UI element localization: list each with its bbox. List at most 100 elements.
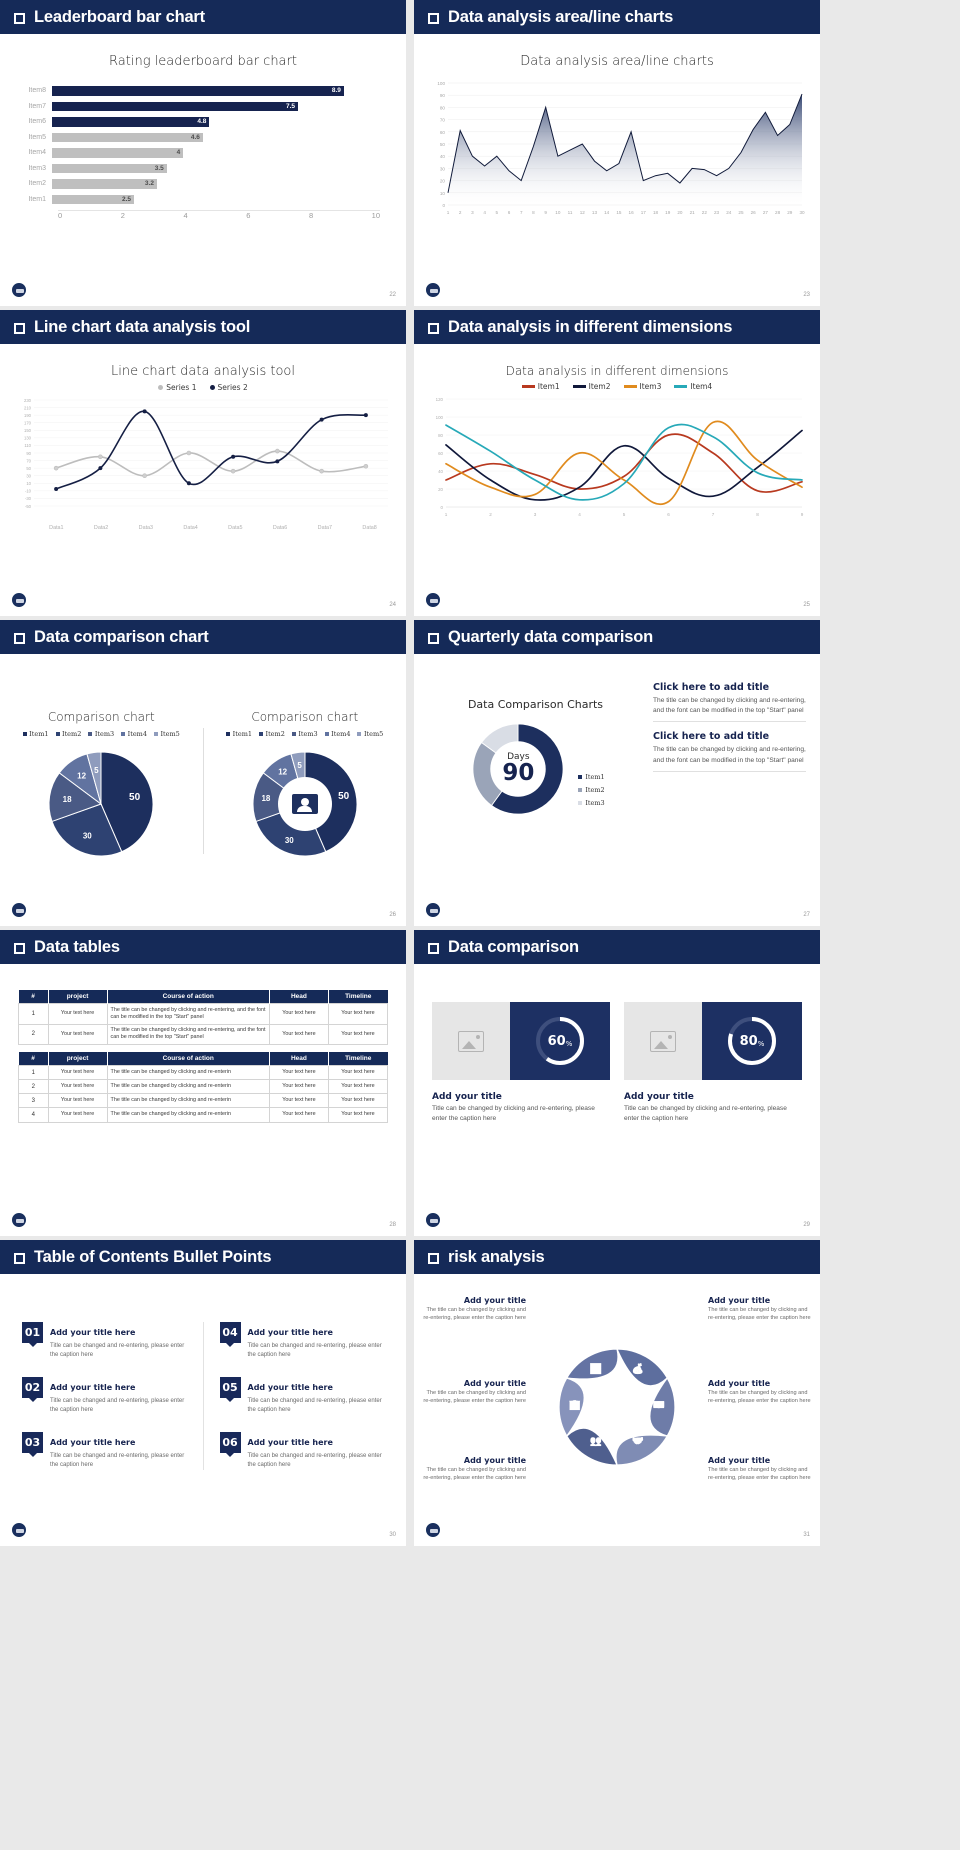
percent-symbol: %	[757, 1039, 765, 1048]
card-title[interactable]: Add your title	[624, 1092, 694, 1102]
legend-item[interactable]: Item2	[572, 382, 611, 391]
legend-item[interactable]: Item3	[291, 730, 318, 738]
legend-item[interactable]: Item3	[88, 730, 114, 738]
slide-area-line-charts[interactable]: Data analysis area/line charts Data anal…	[414, 0, 820, 306]
cell-head[interactable]: Your text here	[268, 1107, 329, 1123]
bar-row: Item3 3.5	[10, 161, 380, 177]
cell-head[interactable]: Your text here	[268, 1003, 329, 1025]
legend-item[interactable]: Item4	[324, 730, 350, 738]
cell-timeline[interactable]: Your text here	[327, 1003, 389, 1025]
cell-course[interactable]: The title can be changed by clicking and…	[106, 1079, 270, 1095]
cell-timeline[interactable]: Your text here	[327, 1107, 389, 1123]
toc-column-left: 01 Add your title here Title can be chang…	[22, 1322, 187, 1470]
logo-badge	[426, 1523, 440, 1537]
bar-track: 4	[52, 145, 380, 161]
slide-quarterly-comparison[interactable]: Quarterly data comparison Data Compariso…	[414, 620, 820, 926]
block-text[interactable]: The title can be changed by clicking and…	[653, 696, 806, 723]
svg-text:23: 23	[714, 210, 720, 215]
toc-number: 05	[219, 1377, 241, 1398]
legend-item[interactable]: Item1	[22, 730, 49, 738]
image-placeholder[interactable]	[432, 1002, 510, 1080]
slide-data-comparison-rings[interactable]: Data comparison	[414, 930, 820, 1236]
cell-course[interactable]: The title can be changed by clicking and…	[106, 1023, 270, 1046]
cell-timeline[interactable]: Your text here	[327, 1079, 389, 1095]
table-row[interactable]: 2 Your text here The title can be change…	[18, 1023, 389, 1046]
table-row[interactable]: 4 Your text here The title can be change…	[18, 1107, 389, 1123]
cell-course[interactable]: The title can be changed by clicking and…	[106, 1093, 270, 1109]
square-bullet-icon	[428, 632, 439, 644]
legend-item[interactable]: Item2	[55, 730, 81, 738]
risk-label[interactable]: Add your title The title can be changed …	[708, 1456, 812, 1483]
cell-head[interactable]: Your text here	[268, 1065, 329, 1081]
cell-project[interactable]: Your text here	[47, 1093, 108, 1109]
legend-item[interactable]: Series 2	[209, 383, 248, 392]
slide-data-tables[interactable]: Data tables # project Course of action H…	[0, 930, 406, 1236]
table-row[interactable]: 1 Your text here The title can be change…	[18, 1003, 389, 1025]
table-row[interactable]: 1 Your text here The title can be change…	[18, 1065, 389, 1081]
legend-item[interactable]: Item4	[674, 382, 712, 391]
block-text[interactable]: The title can be changed by clicking and…	[653, 745, 806, 772]
toc-item[interactable]: 02 Add your title here Title can be chang…	[22, 1377, 187, 1415]
legend-line-icon	[572, 385, 586, 388]
toc-title: Add your title here	[247, 1438, 333, 1447]
legend-item[interactable]: Item5	[153, 730, 180, 738]
slide-risk-analysis[interactable]: risk analysis 💰 💵 🤝 👥 🏢 📊 Add your title The …	[414, 1240, 820, 1546]
risk-label[interactable]: Add your title The title can be changed …	[708, 1296, 812, 1323]
legend-label: Item5	[363, 730, 384, 738]
bar-x-axis: 0 2 4 6 8 10	[58, 210, 380, 220]
logo-badge	[12, 1213, 26, 1227]
table-row[interactable]: 3 Your text here The title can be change…	[18, 1093, 389, 1109]
legend-item[interactable]: Item3	[578, 799, 605, 807]
legend-item[interactable]: Item5	[357, 730, 383, 738]
progress-ring-container: 80 %	[702, 1002, 802, 1080]
cell-course[interactable]: The title can be changed by clicking and…	[106, 1107, 270, 1123]
risk-label[interactable]: Add your title The title can be changed …	[708, 1379, 812, 1406]
card-title[interactable]: Add your title	[432, 1092, 502, 1102]
bar-value: 8.9	[331, 87, 341, 95]
text-block: Click here to add title The title can be…	[653, 682, 806, 723]
toc-item[interactable]: 03 Add your title here Title can be chang…	[22, 1432, 187, 1470]
slide-leaderboard-bar-chart[interactable]: Leaderboard bar chart Rating leaderboard…	[0, 0, 406, 306]
slide-dimensions-analysis[interactable]: Data analysis in different dimensions Da…	[414, 310, 820, 616]
legend-item[interactable]: Item4	[121, 730, 147, 738]
slide-toc-bullets[interactable]: Table of Contents Bullet Points 01 Add y…	[0, 1240, 406, 1546]
toc-item[interactable]: 05 Add your title here Title can be chang…	[219, 1377, 385, 1415]
legend-item[interactable]: Series 1	[158, 383, 197, 392]
toc-item[interactable]: 04 Add your title here Title can be chang…	[219, 1322, 385, 1360]
slide-data-comparison-chart[interactable]: Data comparison chart Comparison chart I…	[0, 620, 406, 926]
cell-timeline[interactable]: Your text here	[327, 1093, 389, 1109]
legend-item[interactable]: Item1	[226, 730, 252, 738]
toc-item[interactable]: 01 Add your title here Title can be chang…	[22, 1322, 187, 1360]
cell-course[interactable]: The title can be changed by clicking and…	[106, 1065, 270, 1081]
card-desc[interactable]: Title can be changed by clicking and re-…	[432, 1105, 595, 1122]
cell-project[interactable]: Your text here	[47, 1065, 108, 1081]
cell-project[interactable]: Your text here	[47, 1079, 108, 1095]
block-title[interactable]: Click here to add title	[653, 731, 770, 743]
cell-head[interactable]: Your text here	[268, 1093, 329, 1109]
cell-project[interactable]: Your text here	[47, 1023, 108, 1046]
image-placeholder[interactable]	[624, 1002, 702, 1080]
legend-item[interactable]: Item3	[623, 382, 661, 391]
cell-head[interactable]: Your text here	[268, 1079, 329, 1095]
cell-timeline[interactable]: Your text here	[327, 1065, 389, 1081]
risk-label[interactable]: Add your title The title can be changed …	[422, 1456, 526, 1483]
cell-head[interactable]: Your text here	[268, 1023, 329, 1046]
cell-project[interactable]: Your text here	[47, 1107, 108, 1123]
legend-item[interactable]: Item2	[259, 730, 285, 738]
legend-item[interactable]: Item1	[521, 382, 560, 391]
table-row[interactable]: 2 Your text here The title can be change…	[18, 1079, 389, 1095]
risk-label[interactable]: Add your title The title can be changed …	[422, 1296, 526, 1323]
risk-label[interactable]: Add your title The title can be changed …	[422, 1379, 526, 1406]
card-desc[interactable]: Title can be changed by clicking and re-…	[624, 1105, 787, 1122]
cell-project[interactable]: Your text here	[47, 1003, 108, 1025]
page-number: 30	[389, 1532, 396, 1538]
legend-item[interactable]: Item2	[578, 786, 605, 794]
slide-body: 01 Add your title here Title can be chang…	[0, 1274, 406, 1546]
cell-timeline[interactable]: Your text here	[327, 1023, 389, 1046]
slide-line-chart-tool[interactable]: Line chart data analysis tool Line chart…	[0, 310, 406, 616]
legend-item[interactable]: Item1	[578, 773, 605, 781]
cell-course[interactable]: The title can be changed by clicking and…	[106, 1003, 270, 1025]
toc-item[interactable]: 06 Add your title here Title can be chang…	[219, 1432, 385, 1470]
block-title[interactable]: Click here to add title	[653, 682, 770, 693]
svg-text:27: 27	[763, 210, 769, 215]
